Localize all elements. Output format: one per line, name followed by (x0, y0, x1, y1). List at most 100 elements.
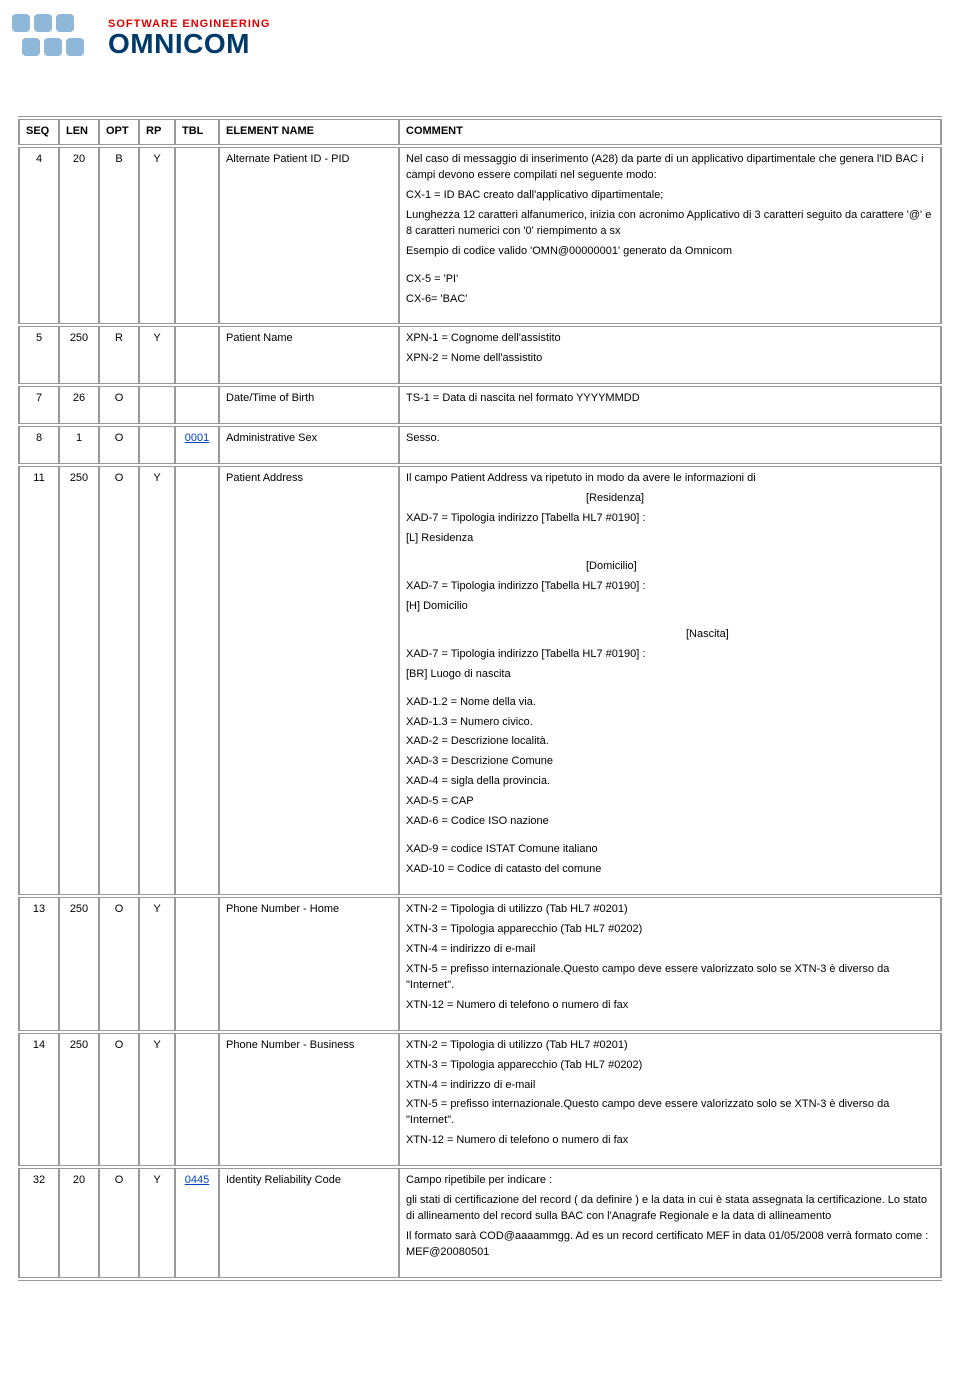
cell-rp: Y (139, 896, 175, 1032)
comment-line: XTN-4 = indirizzo di e-mail (406, 942, 934, 958)
cell-comment: Il campo Patient Address va ripetuto in … (399, 465, 941, 896)
spec-table: SEQ LEN OPT RP TBL ELEMENT NAME COMMENT … (18, 116, 942, 1281)
cell-len: 250 (59, 1032, 99, 1168)
table-row: 726O Date/Time of Birth TS-1 = Data di nas… (19, 385, 941, 425)
col-name: ELEMENT NAME (219, 118, 399, 146)
cell-element-name: Patient Address (219, 465, 399, 896)
col-len: LEN (59, 118, 99, 146)
cell-tbl: 0445 (175, 1167, 219, 1279)
comment-line: XTN-3 = Tipologia apparecchio (Tab HL7 #… (406, 1058, 934, 1074)
cell-opt: R (99, 325, 139, 385)
comment-line: XAD-7 = Tipologia indirizzo [Tabella HL7… (406, 511, 934, 527)
cell-len: 250 (59, 465, 99, 896)
comment-line: TS-1 = Data di nascita nel formato YYYYM… (406, 391, 934, 407)
cell-rp (139, 385, 175, 425)
comment-line: XAD-1.2 = Nome della via. (406, 695, 934, 711)
comment-line: XTN-5 = prefisso internazionale.Questo c… (406, 1097, 934, 1129)
cell-element-name: Alternate Patient ID - PID (219, 146, 399, 326)
comment-line: Nel caso di messaggio di inserimento (A2… (406, 152, 934, 184)
comment-line: XAD-7 = Tipologia indirizzo [Tabella HL7… (406, 647, 934, 663)
cell-opt: O (99, 1167, 139, 1279)
table-header-row: SEQ LEN OPT RP TBL ELEMENT NAME COMMENT (19, 118, 941, 146)
comment-line: XAD-2 = Descrizione località. (406, 734, 934, 750)
cell-rp: Y (139, 325, 175, 385)
cell-element-name: Phone Number - Home (219, 896, 399, 1032)
cell-seq: 11 (19, 465, 59, 896)
cell-comment: XTN-2 = Tipologia di utilizzo (Tab HL7 #… (399, 1032, 941, 1168)
comment-line: Sesso. (406, 431, 934, 447)
comment-line: Il campo Patient Address va ripetuto in … (406, 471, 934, 487)
cell-rp: Y (139, 146, 175, 326)
comment-line: Il formato sarà COD@aaaammgg. Ad es un r… (406, 1229, 934, 1261)
comment-line: XAD-6 = Codice ISO nazione (406, 814, 934, 830)
cell-rp: Y (139, 1032, 175, 1168)
cell-opt: O (99, 1032, 139, 1168)
comment-line: Campo ripetibile per indicare : (406, 1173, 934, 1189)
comment-line: CX-1 = ID BAC creato dall'applicativo di… (406, 188, 934, 204)
comment-line: XTN-2 = Tipologia di utilizzo (Tab HL7 #… (406, 1038, 934, 1054)
comment-line: [Domicilio] (406, 559, 934, 575)
comment-line: CX-5 = 'PI' (406, 272, 934, 288)
comment-line: XPN-1 = Cognome dell'assistito (406, 331, 934, 347)
cell-element-name: Identity Reliability Code (219, 1167, 399, 1279)
table-row: 11250OYPatient AddressIl campo Patient A… (19, 465, 941, 896)
cell-opt: O (99, 425, 139, 465)
brand-name: OMNICOM (108, 30, 270, 58)
comment-line: Lunghezza 12 caratteri alfanumerico, ini… (406, 208, 934, 240)
cell-opt: O (99, 385, 139, 425)
comment-line: XTN-12 = Numero di telefono o numero di … (406, 1133, 934, 1149)
cell-comment: TS-1 = Data di nascita nel formato YYYYM… (399, 385, 941, 425)
comment-line: XAD-9 = codice ISTAT Comune italiano (406, 842, 934, 858)
comment-line: XTN-2 = Tipologia di utilizzo (Tab HL7 #… (406, 902, 934, 918)
comment-line: [H] Domicilio (406, 599, 934, 615)
cell-comment: XPN-1 = Cognome dell'assistito XPN-2 = No… (399, 325, 941, 385)
table-row: 5250RYPatient NameXPN-1 = Cognome dell'a… (19, 325, 941, 385)
cell-element-name: Phone Number - Business (219, 1032, 399, 1168)
col-rp: RP (139, 118, 175, 146)
page-header: SOFTWARE ENGINEERING OMNICOM (0, 0, 960, 76)
cell-opt: O (99, 896, 139, 1032)
cell-rp: Y (139, 1167, 175, 1279)
cell-seq: 5 (19, 325, 59, 385)
cell-len: 250 (59, 896, 99, 1032)
col-tbl: TBL (175, 118, 219, 146)
comment-line: XTN-5 = prefisso internazionale.Questo c… (406, 962, 934, 994)
comment-line: [BR] Luogo di nascita (406, 667, 934, 683)
cell-element-name: Patient Name (219, 325, 399, 385)
table-ref-link[interactable]: 0001 (185, 432, 209, 444)
cell-len: 1 (59, 425, 99, 465)
brand-block: SOFTWARE ENGINEERING OMNICOM (108, 18, 270, 58)
cell-len: 20 (59, 146, 99, 326)
comment-line: XAD-3 = Descrizione Comune (406, 754, 934, 770)
table-ref-link[interactable]: 0445 (185, 1174, 209, 1186)
table-row: 13250OYPhone Number - HomeXTN-2 = Tipolo… (19, 896, 941, 1032)
comment-line: XTN-12 = Numero di telefono o numero di … (406, 998, 934, 1014)
cell-tbl (175, 465, 219, 896)
cell-comment: Campo ripetibile per indicare : gli stati… (399, 1167, 941, 1279)
cell-tbl (175, 385, 219, 425)
cell-element-name: Date/Time of Birth (219, 385, 399, 425)
cell-seq: 7 (19, 385, 59, 425)
comment-line: XTN-3 = Tipologia apparecchio (Tab HL7 #… (406, 922, 934, 938)
table-row: 14250OY Phone Number - Business XTN-2 = Ti… (19, 1032, 941, 1168)
col-comment: COMMENT (399, 118, 941, 146)
comment-line: XPN-2 = Nome dell'assistito (406, 351, 934, 367)
cell-tbl (175, 325, 219, 385)
cell-len: 26 (59, 385, 99, 425)
comment-line: CX-6= 'BAC' (406, 292, 934, 308)
cell-comment: Nel caso di messaggio di inserimento (A2… (399, 146, 941, 326)
table-row: 3220OY0445Identity Reliability CodeCampo… (19, 1167, 941, 1279)
comment-line: [Nascita] (406, 627, 934, 643)
cell-rp (139, 425, 175, 465)
cell-opt: B (99, 146, 139, 326)
table-row: 420BYAlternate Patient ID - PIDNel caso … (19, 146, 941, 326)
comment-line: gli stati di certificazione del record (… (406, 1193, 934, 1225)
logo-icon (10, 8, 100, 68)
cell-tbl: 0001 (175, 425, 219, 465)
cell-element-name: Administrative Sex (219, 425, 399, 465)
comment-line: Esempio di codice valido 'OMN@00000001' … (406, 244, 934, 260)
comment-line: XTN-4 = indirizzo di e-mail (406, 1078, 934, 1094)
content-area: SEQ LEN OPT RP TBL ELEMENT NAME COMMENT … (0, 76, 960, 1301)
cell-seq: 14 (19, 1032, 59, 1168)
col-opt: OPT (99, 118, 139, 146)
